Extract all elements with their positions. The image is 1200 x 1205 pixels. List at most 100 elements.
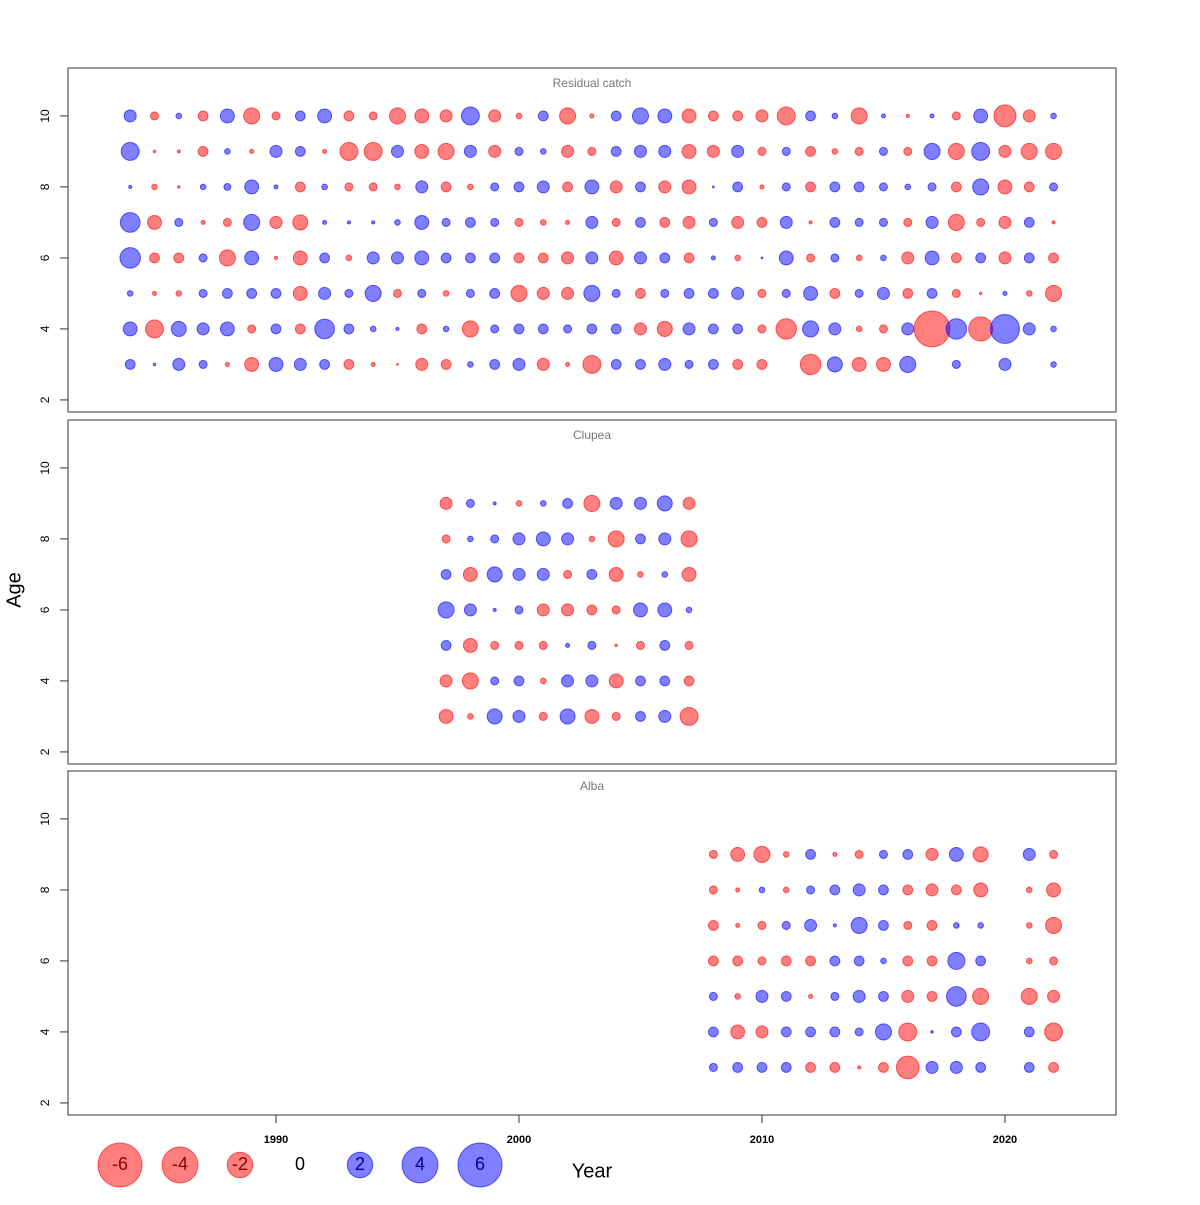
bubble: [972, 178, 990, 196]
bubble: [780, 1026, 792, 1038]
bubble: [368, 111, 378, 121]
bubble: [585, 251, 599, 265]
bubble: [172, 357, 186, 371]
bubble: [829, 884, 841, 896]
bubble: [610, 110, 622, 122]
bubble: [901, 322, 915, 336]
bubble: [1045, 284, 1063, 302]
bubble: [1002, 290, 1008, 296]
bubble: [997, 179, 1013, 195]
bubble: [682, 322, 696, 336]
bubble: [490, 676, 500, 686]
bubble: [707, 288, 719, 299]
bubble: [808, 993, 814, 999]
bubble: [635, 711, 646, 722]
bubble: [658, 709, 672, 723]
legend-label: 4: [415, 1154, 425, 1174]
bubble: [855, 325, 863, 333]
bubble: [437, 601, 455, 619]
legend-bubble: [161, 1146, 199, 1184]
bubble: [880, 254, 887, 262]
bubble: [973, 108, 989, 124]
bubble: [683, 288, 695, 299]
bubble: [925, 1060, 939, 1074]
bubble: [611, 288, 621, 298]
bubble: [731, 215, 745, 229]
bubble: [536, 286, 550, 300]
bubble: [635, 359, 646, 370]
bubble: [249, 148, 255, 154]
bubble: [319, 252, 331, 264]
bubble: [854, 217, 864, 227]
y-tick-label: 2: [38, 1099, 52, 1106]
bubble: [711, 185, 715, 189]
bubble: [708, 1062, 718, 1072]
bubble: [343, 110, 355, 122]
bubble: [565, 219, 571, 225]
bubble: [780, 1062, 792, 1073]
bubble: [537, 323, 549, 335]
bubble: [366, 251, 380, 265]
legend-label: -2: [232, 1154, 248, 1174]
bubble: [975, 955, 987, 967]
bubble: [559, 708, 576, 725]
bubble: [199, 183, 207, 191]
bubble: [492, 501, 497, 506]
bubble: [710, 255, 716, 261]
bubble: [438, 708, 454, 724]
bubble: [850, 107, 868, 125]
bubble: [780, 991, 792, 1002]
bubble: [829, 288, 841, 299]
bubble: [878, 324, 888, 334]
bubble: [832, 923, 837, 928]
bubble: [346, 220, 351, 225]
bubble: [707, 955, 719, 967]
bubble: [608, 250, 624, 266]
bubble: [681, 566, 697, 582]
bubble: [126, 290, 134, 297]
bubble: [782, 886, 790, 894]
bubble: [512, 567, 526, 581]
bubble: [1051, 220, 1056, 225]
bubble: [923, 142, 941, 160]
bubble: [608, 566, 624, 582]
bubble: [294, 110, 306, 122]
bubble: [735, 922, 741, 928]
bubble: [175, 112, 183, 120]
bubble: [221, 288, 233, 299]
bubble: [924, 250, 940, 266]
bubble: [1023, 217, 1035, 228]
bubble: [829, 181, 841, 193]
bubble: [440, 640, 452, 651]
panel-frame: [67, 770, 1117, 1116]
panel-frame: [67, 419, 1117, 765]
bubble: [929, 113, 935, 119]
bubble: [610, 359, 622, 370]
bubble: [681, 143, 697, 159]
x-tick-label: 2010: [750, 1134, 774, 1146]
bubble: [1025, 957, 1033, 965]
bubble: [780, 955, 792, 967]
bubble: [778, 250, 794, 266]
bubble: [755, 989, 769, 1003]
bubble: [394, 219, 401, 226]
bubble: [489, 288, 501, 299]
bubble: [513, 181, 525, 193]
bubble: [977, 922, 984, 929]
bubble: [343, 359, 355, 370]
bubble: [953, 922, 960, 929]
bubble: [756, 1062, 768, 1073]
bubble: [927, 182, 937, 192]
bubble: [972, 846, 989, 863]
bubble: [611, 217, 621, 227]
bubble: [587, 146, 597, 156]
bubble: [174, 217, 184, 227]
bubble: [679, 706, 699, 726]
bubble: [512, 532, 526, 546]
bubble: [513, 675, 525, 687]
bubble: [902, 955, 914, 967]
bubble: [561, 674, 575, 688]
bubble: [396, 363, 399, 366]
bubble: [415, 357, 429, 371]
